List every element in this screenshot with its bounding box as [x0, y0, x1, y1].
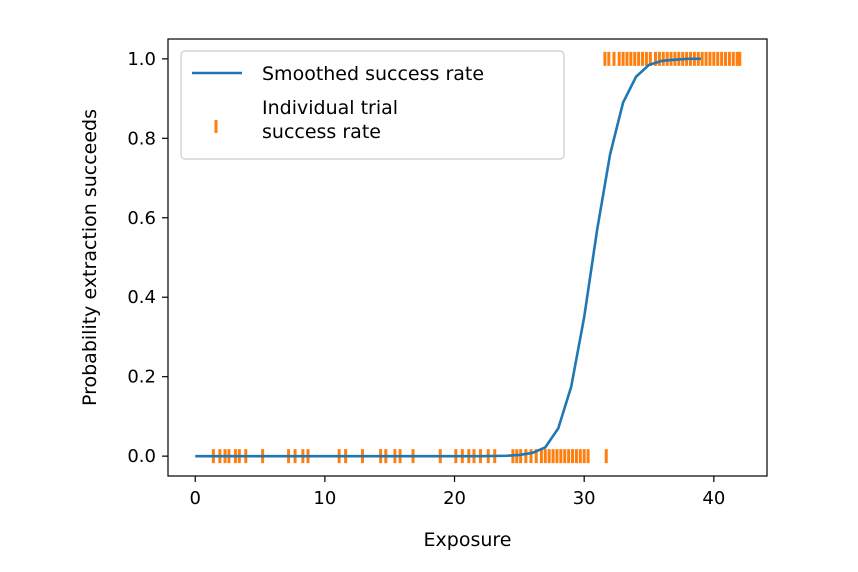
y-tick-label: 0.8 [127, 128, 156, 149]
legend-box [180, 50, 565, 160]
y-tick-label: 0.6 [127, 208, 156, 229]
y-axis-title: Probability extraction succeeds [79, 109, 101, 406]
x-tick-label: 10 [313, 488, 336, 509]
smoothed-line [195, 57, 701, 458]
legend-label-line: success rate [262, 121, 381, 143]
y-tick-label: 0.4 [127, 287, 156, 308]
plot-area [195, 51, 742, 464]
legend-label-trials: Individual trial success rate [262, 97, 398, 143]
legend-label-line: Individual trial [262, 97, 398, 119]
y-tick-label: 0.2 [127, 367, 156, 388]
axis-ticks: 0 10 20 30 40 0.0 0.2 0.4 0.6 0.8 1.0 [127, 49, 725, 509]
legend: Smoothed success rate Individual trial suc… [180, 50, 565, 160]
y-tick-label: 1.0 [127, 49, 156, 70]
y-tick-label: 0.0 [127, 446, 156, 467]
x-axis-title: Exposure [424, 529, 512, 551]
axes-border [167, 38, 768, 477]
x-tick-label: 40 [702, 488, 725, 509]
x-tick-label: 0 [190, 488, 201, 509]
legend-label-smoothed: Smoothed success rate [262, 63, 484, 85]
x-tick-label: 30 [573, 488, 596, 509]
x-tick-label: 20 [443, 488, 466, 509]
axes-frame [167, 38, 768, 477]
